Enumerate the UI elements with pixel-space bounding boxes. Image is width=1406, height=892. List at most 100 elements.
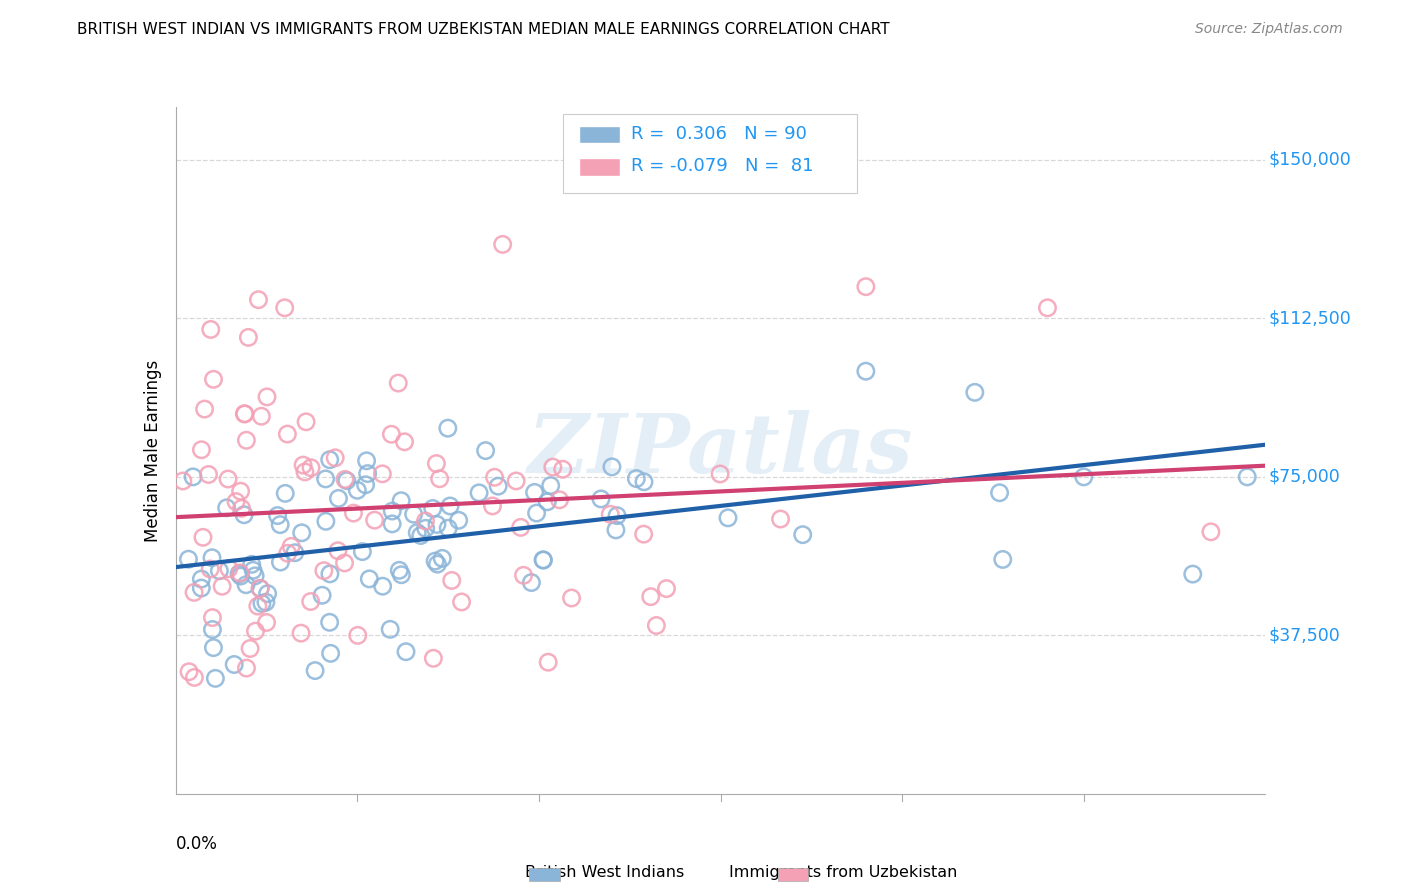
Text: BRITISH WEST INDIAN VS IMMIGRANTS FROM UZBEKISTAN MEDIAN MALE EARNINGS CORRELATI: BRITISH WEST INDIAN VS IMMIGRANTS FROM U… [77, 22, 890, 37]
Point [415, 514, 437, 528]
Point [437, 421, 460, 435]
Point [319, 452, 342, 467]
Point [202, 640, 225, 655]
Point [177, 552, 200, 566]
Point [633, 527, 655, 541]
Point [354, 477, 377, 491]
Point [277, 546, 299, 560]
Point [304, 664, 326, 678]
Point [422, 501, 444, 516]
Point [346, 628, 368, 642]
Point [194, 402, 217, 417]
Point [440, 574, 463, 588]
Point [269, 555, 291, 569]
Point [792, 527, 814, 541]
Point [290, 626, 312, 640]
Point [240, 558, 263, 572]
Text: Source: ZipAtlas.com: Source: ZipAtlas.com [1195, 22, 1343, 37]
Point [238, 330, 260, 344]
Point [520, 575, 543, 590]
Point [208, 564, 231, 578]
Point [218, 562, 240, 576]
Point [233, 407, 256, 421]
Point [512, 568, 534, 582]
Point [356, 454, 378, 468]
Text: R = -0.079   N =  81: R = -0.079 N = 81 [631, 157, 814, 175]
Point [326, 543, 349, 558]
Point [204, 672, 226, 686]
Point [190, 581, 212, 595]
Point [415, 521, 437, 535]
Point [249, 582, 271, 596]
Point [389, 493, 412, 508]
Point [284, 546, 307, 560]
Point [551, 462, 574, 476]
Point [363, 513, 385, 527]
Point [274, 486, 297, 500]
Point [474, 443, 496, 458]
Point [437, 521, 460, 535]
Point [235, 578, 257, 592]
Point [181, 470, 204, 484]
Text: $150,000: $150,000 [1268, 151, 1351, 169]
Point [447, 513, 470, 527]
Point [292, 458, 315, 472]
Point [599, 508, 621, 522]
Point [250, 409, 273, 424]
Point [505, 474, 527, 488]
Point [228, 566, 250, 581]
Point [371, 467, 394, 481]
Point [717, 511, 740, 525]
Point [492, 237, 515, 252]
Point [432, 551, 454, 566]
Point [190, 572, 212, 586]
Text: 0.0%: 0.0% [176, 835, 218, 853]
Point [295, 415, 318, 429]
Point [561, 591, 583, 605]
Point [356, 467, 378, 481]
Point [191, 530, 214, 544]
Point [200, 562, 222, 576]
Point [342, 506, 364, 520]
Point [589, 491, 612, 506]
Point [256, 390, 278, 404]
Point [235, 434, 257, 448]
Point [1073, 470, 1095, 484]
Point [380, 427, 402, 442]
Point [422, 651, 444, 665]
Point [250, 597, 273, 611]
Point [526, 506, 548, 520]
Text: $75,000: $75,000 [1268, 468, 1340, 486]
Point [294, 465, 316, 479]
Point [640, 590, 662, 604]
Point [201, 623, 224, 637]
Point [468, 486, 491, 500]
Point [243, 569, 266, 583]
Point [389, 567, 412, 582]
Point [333, 472, 356, 486]
Point [229, 569, 252, 583]
Point [242, 563, 264, 577]
Point [246, 599, 269, 613]
Point [388, 563, 411, 577]
Point [233, 407, 256, 421]
Point [229, 566, 252, 580]
Point [319, 646, 342, 660]
Point [381, 504, 404, 518]
Point [201, 610, 224, 624]
Point [1236, 470, 1258, 484]
Point [249, 582, 271, 596]
Point [423, 554, 446, 568]
Point [709, 467, 731, 481]
Text: British West Indians: British West Indians [524, 865, 685, 880]
Point [381, 516, 404, 531]
Point [536, 495, 558, 509]
Point [406, 525, 429, 540]
Point [323, 450, 346, 465]
Point [217, 472, 239, 486]
Point [239, 641, 262, 656]
Point [486, 479, 509, 493]
Point [509, 520, 531, 534]
Point [1181, 567, 1204, 582]
Point [254, 595, 277, 609]
